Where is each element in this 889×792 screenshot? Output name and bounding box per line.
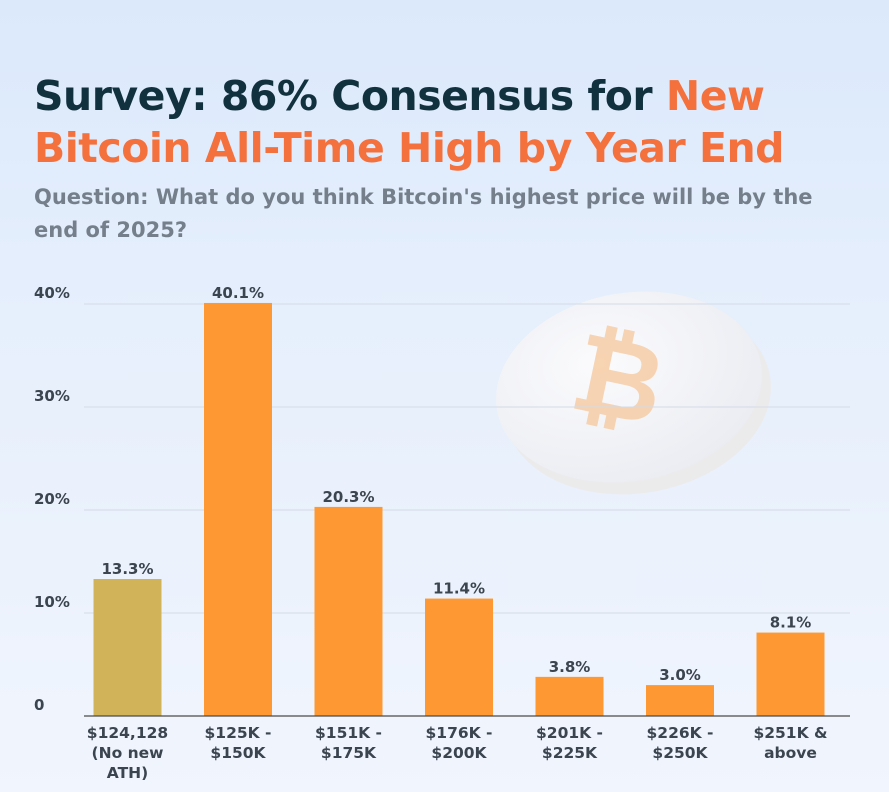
bar	[314, 506, 383, 716]
bar	[646, 685, 714, 716]
bar	[204, 302, 272, 716]
bar	[93, 579, 162, 716]
data-label: 40.1%	[212, 284, 264, 302]
title-main: Survey: 86% Consensus for	[34, 72, 666, 120]
y-tick-label: 40%	[34, 284, 70, 302]
bar	[756, 632, 825, 716]
y-tick-label: 10%	[34, 593, 70, 611]
y-tick-label: 0	[34, 696, 44, 714]
data-label: 11.4%	[433, 580, 485, 598]
bars	[93, 302, 825, 716]
bar	[425, 598, 493, 716]
chart-subtitle: Question: What do you think Bitcoin's hi…	[34, 185, 813, 242]
x-tick-label: $201K -$225K	[536, 724, 603, 762]
chart-title: Survey: 86% Consensus for New Bitcoin Al…	[34, 70, 874, 174]
x-tick-label: $226K -$250K	[647, 724, 714, 762]
x-tick-label: $151K -$175K	[315, 724, 382, 762]
y-tick-label: 30%	[34, 387, 70, 405]
x-tick-label: $125K -$150K	[205, 724, 272, 762]
bar	[535, 676, 604, 716]
y-axis: 0 10% 20% 30% 40%	[34, 284, 70, 714]
gridlines	[84, 303, 850, 614]
data-label: 8.1%	[770, 614, 812, 632]
x-tick-label: $124,128 (No new ATH)	[87, 724, 168, 782]
x-tick-label: $176K -$200K	[426, 724, 493, 762]
title-highlight: New Bitcoin All-Time High by Year End	[34, 72, 785, 172]
x-axis-labels: $124,128 (No new ATH) $125K -$150K $151K -$1…	[87, 724, 828, 782]
data-label: 3.0%	[659, 666, 701, 684]
y-tick-label: 20%	[34, 490, 70, 508]
data-labels: 13.3% 40.1% 20.3% 11.4% 3.8% 3.0% 8.1%	[101, 284, 811, 684]
x-tick-label: $251K & above	[753, 724, 827, 762]
data-label: 3.8%	[549, 658, 591, 676]
data-label: 20.3%	[322, 488, 374, 506]
data-label: 13.3%	[101, 560, 153, 578]
bar-chart: 0 10% 20% 30% 40% 13.3% 40.1% 20.3% 11.4% 3.8% 3.…	[34, 284, 850, 782]
